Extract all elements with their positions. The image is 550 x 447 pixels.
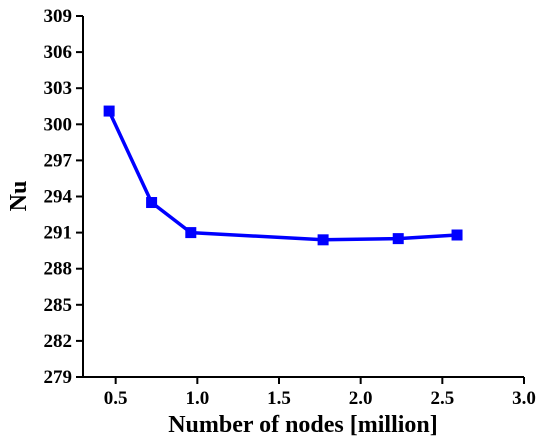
x-tick-label: 1.0 — [185, 388, 209, 409]
y-tick-label: 297 — [44, 150, 73, 171]
data-point-marker — [451, 229, 463, 241]
x-axis-title: Number of nodes [million] — [168, 412, 438, 438]
data-point-marker — [146, 197, 158, 209]
y-tick-label: 291 — [44, 223, 73, 244]
y-tick-label: 285 — [44, 295, 73, 316]
y-tick-label: 309 — [44, 6, 73, 27]
x-ticks: 0.5 1.0 1.5 2.0 2.5 3.0 — [104, 377, 536, 409]
data-point-marker — [392, 233, 404, 245]
series-layer — [103, 105, 463, 246]
x-tick-label: 0.5 — [104, 388, 128, 409]
y-tick-label: 288 — [44, 259, 73, 280]
x-tick-label: 2.0 — [349, 388, 373, 409]
series-line — [107, 110, 458, 242]
x-tick-label: 2.5 — [430, 388, 454, 409]
data-point-marker — [185, 227, 197, 239]
y-tick-label: 279 — [44, 367, 73, 388]
data-point-marker — [317, 234, 329, 246]
y-axis-title: Nu — [6, 181, 32, 212]
x-tick-label: 1.5 — [267, 388, 291, 409]
y-tick-label: 306 — [44, 42, 73, 63]
y-tick-label: 303 — [44, 78, 73, 99]
y-tick-label: 282 — [44, 331, 73, 352]
data-point-marker — [103, 105, 115, 117]
y-tick-label: 300 — [44, 114, 73, 135]
x-tick-label: 3.0 — [512, 388, 536, 409]
y-tick-label: 294 — [44, 187, 73, 208]
y-ticks: 279 282 285 288 291 294 297 300 303 306 309 — [44, 6, 83, 388]
